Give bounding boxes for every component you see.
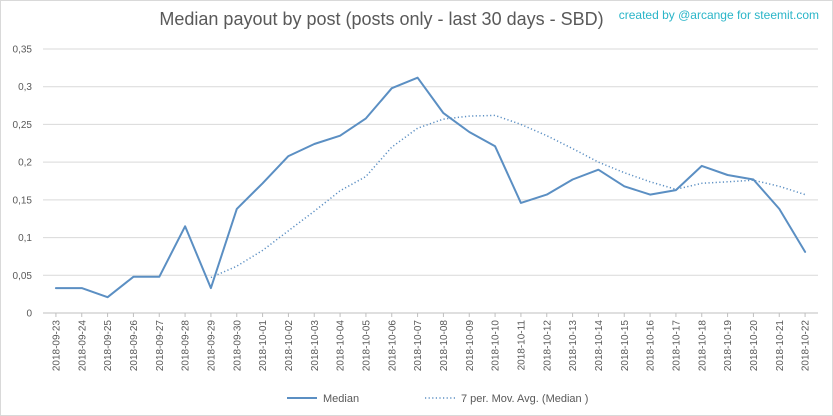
y-tick-label: 0,15 (13, 195, 33, 206)
x-axis-ticks: 2018-09-23 2018-09-24 2018-09-25 2018-09-26… (51, 313, 812, 372)
x-tick-label: 2018-10-12 (542, 320, 553, 372)
y-tick-label: 0 (26, 309, 32, 320)
x-tick-label: 2018-10-16 (646, 320, 657, 372)
legend-label: Median (323, 393, 359, 405)
x-tick-label: 2018-10-18 (697, 320, 708, 372)
y-tick-label: 0,3 (18, 82, 32, 93)
x-tick-label: 2018-09-24 (77, 320, 88, 372)
x-tick-label: 2018-09-30 (232, 320, 243, 372)
x-tick-label: 2018-10-09 (465, 320, 476, 372)
x-tick-label: 2018-10-06 (387, 320, 398, 372)
y-tick-label: 0,05 (13, 271, 33, 282)
x-tick-label: 2018-10-14 (594, 320, 605, 372)
x-tick-label: 2018-10-08 (439, 320, 450, 372)
chart-credit: created by @arcange for steemit.com (618, 8, 819, 22)
x-tick-label: 2018-09-27 (155, 320, 166, 372)
legend: Median 7 per. Mov. Avg. (Median ) (287, 393, 588, 405)
x-tick-label: 2018-10-04 (336, 320, 347, 372)
y-tick-label: 0,35 (13, 45, 33, 56)
x-tick-label: 2018-09-25 (103, 320, 114, 372)
x-tick-label: 2018-10-13 (568, 320, 579, 372)
x-tick-label: 2018-09-23 (51, 320, 62, 372)
x-tick-label: 2018-10-19 (723, 320, 734, 372)
x-tick-label: 2018-09-26 (129, 320, 140, 372)
x-tick-label: 2018-10-11 (516, 320, 527, 371)
moving-average-line (210, 114, 806, 279)
series-lines (54, 76, 807, 299)
x-tick-label: 2018-10-05 (361, 320, 372, 372)
x-tick-label: 2018-10-22 (801, 320, 812, 372)
x-tick-label: 2018-10-20 (749, 320, 760, 372)
x-tick-label: 2018-10-21 (775, 320, 786, 372)
grid-lines (43, 48, 818, 314)
y-axis-ticks: 0 0,05 0,1 0,15 0,2 0,25 0,3 0,35 (13, 45, 33, 320)
x-tick-label: 2018-09-29 (206, 320, 217, 372)
x-tick-label: 2018-10-10 (491, 320, 502, 372)
x-tick-label: 2018-10-07 (413, 320, 424, 372)
x-tick-label: 2018-10-15 (620, 320, 631, 372)
x-tick-label: 2018-10-03 (310, 320, 321, 372)
x-tick-label: 2018-10-01 (258, 320, 269, 372)
median-line (54, 76, 807, 299)
y-tick-label: 0,2 (18, 158, 32, 169)
legend-label: 7 per. Mov. Avg. (Median ) (461, 393, 588, 405)
y-tick-label: 0,1 (18, 233, 32, 244)
x-tick-label: 2018-09-28 (181, 320, 192, 372)
x-tick-label: 2018-10-02 (284, 320, 295, 372)
y-tick-label: 0,25 (13, 120, 33, 131)
x-tick-label: 2018-10-17 (671, 320, 682, 372)
chart-title: Median payout by post (posts only - last… (159, 9, 604, 29)
